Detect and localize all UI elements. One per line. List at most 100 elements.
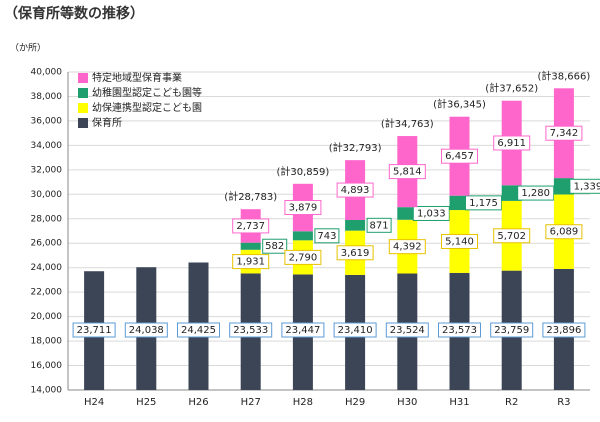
y-tick-label: 26,000 bbox=[31, 239, 63, 249]
x-tick-label: H30 bbox=[397, 397, 417, 408]
y-tick-label: 16,000 bbox=[31, 361, 63, 371]
value-label-box bbox=[569, 178, 600, 194]
value-label: 743 bbox=[317, 231, 336, 242]
value-label: 1,931 bbox=[236, 257, 265, 268]
y-tick-label: 14,000 bbox=[31, 386, 63, 396]
value-label-box bbox=[385, 322, 429, 338]
legend-swatch bbox=[78, 73, 88, 83]
chart-title: （保育所等数の推移） bbox=[4, 5, 144, 22]
y-tick-label: 36,000 bbox=[31, 116, 63, 126]
value-label: 23,524 bbox=[390, 325, 425, 336]
value-label-box bbox=[493, 135, 531, 151]
value-label-box bbox=[441, 233, 478, 249]
legend-swatch bbox=[78, 118, 88, 128]
value-label-box bbox=[336, 245, 374, 261]
y-tick-label: 30,000 bbox=[31, 190, 63, 200]
bar-segment bbox=[345, 219, 366, 231]
value-label-box bbox=[438, 322, 481, 338]
value-label-box bbox=[366, 217, 392, 233]
value-label: 23,533 bbox=[233, 325, 268, 336]
x-tick-label: H26 bbox=[188, 397, 208, 408]
x-tick-label: R2 bbox=[505, 397, 518, 408]
value-label: 2,790 bbox=[289, 252, 318, 263]
legend-swatch bbox=[78, 88, 88, 98]
value-label-box bbox=[284, 200, 322, 216]
legend-label: 保育所 bbox=[92, 116, 122, 129]
x-tick-label: R3 bbox=[557, 397, 570, 408]
bar-segment bbox=[240, 242, 261, 250]
value-label-box bbox=[72, 322, 116, 338]
value-label: 23,759 bbox=[494, 325, 529, 336]
value-label-box bbox=[490, 322, 534, 338]
x-tick-label: H25 bbox=[136, 397, 156, 408]
value-label-box bbox=[124, 322, 168, 338]
value-label-box bbox=[177, 322, 220, 338]
value-label: 871 bbox=[370, 220, 389, 231]
value-label: 6,089 bbox=[550, 227, 579, 238]
y-tick-label: 28,000 bbox=[31, 214, 63, 224]
value-label-box bbox=[281, 322, 325, 338]
x-tick-label: H27 bbox=[241, 397, 261, 408]
value-label-box bbox=[493, 228, 531, 244]
value-label-box bbox=[542, 322, 586, 338]
value-label-box bbox=[465, 195, 502, 211]
value-label-box bbox=[314, 228, 340, 244]
value-label: 23,896 bbox=[546, 325, 581, 336]
value-label: 1,339 bbox=[574, 181, 600, 192]
total-label: (計30,859) bbox=[277, 165, 330, 178]
value-label-box bbox=[388, 239, 426, 255]
total-label: (計38,666) bbox=[538, 69, 591, 82]
value-label-box bbox=[262, 238, 288, 254]
y-tick-label: 34,000 bbox=[31, 141, 63, 151]
value-label: 5,814 bbox=[393, 167, 422, 178]
value-label-box bbox=[545, 224, 583, 240]
value-label: 4,893 bbox=[341, 185, 370, 196]
value-label-box bbox=[545, 125, 583, 141]
y-tick-label: 22,000 bbox=[31, 288, 63, 298]
value-label: 23,447 bbox=[285, 325, 320, 336]
y-tick-label: 32,000 bbox=[31, 165, 63, 175]
bar-segment bbox=[501, 185, 522, 201]
x-tick-label: H31 bbox=[449, 397, 469, 408]
value-label: 1,175 bbox=[469, 198, 498, 209]
value-label-box bbox=[229, 322, 273, 338]
bar-segment bbox=[292, 231, 313, 241]
value-label-box bbox=[232, 254, 270, 270]
value-label-box bbox=[412, 205, 450, 221]
legend-label: 特定地域型保育事業 bbox=[92, 71, 182, 84]
y-tick-label: 20,000 bbox=[31, 312, 63, 322]
legend-label: 幼保連携型認定こども園 bbox=[92, 101, 202, 114]
value-label: 1,033 bbox=[417, 208, 446, 219]
value-label-box bbox=[333, 322, 377, 338]
total-label: (計34,763) bbox=[381, 117, 434, 130]
total-label: (計37,652) bbox=[485, 82, 538, 95]
value-label-box bbox=[517, 185, 555, 201]
value-label: 6,457 bbox=[445, 151, 474, 162]
value-label: 1,280 bbox=[521, 188, 550, 199]
total-label: (計28,783) bbox=[224, 190, 277, 203]
y-tick-label: 18,000 bbox=[31, 337, 63, 347]
value-label: 5,140 bbox=[445, 236, 474, 247]
y-tick-label: 24,000 bbox=[31, 263, 63, 273]
y-axis-unit: （か所） bbox=[10, 43, 46, 54]
value-label: 3,879 bbox=[289, 203, 318, 214]
value-label-box bbox=[284, 249, 322, 265]
value-label: 4,392 bbox=[393, 242, 422, 253]
total-label: (計32,793) bbox=[329, 141, 382, 154]
value-label: 582 bbox=[265, 241, 284, 252]
x-tick-label: H24 bbox=[84, 397, 104, 408]
value-label: 23,410 bbox=[338, 325, 373, 336]
value-label: 24,038 bbox=[129, 325, 164, 336]
bar-segment bbox=[449, 195, 470, 211]
bar-segment bbox=[397, 207, 418, 220]
y-tick-label: 40,000 bbox=[31, 68, 63, 78]
value-label: 24,425 bbox=[181, 325, 216, 336]
value-label: 23,573 bbox=[442, 325, 477, 336]
value-label-box bbox=[441, 148, 478, 164]
value-label: 23,711 bbox=[77, 325, 112, 336]
y-tick-label: 38,000 bbox=[31, 92, 63, 102]
bar-segment bbox=[553, 178, 574, 195]
value-label: 3,619 bbox=[341, 248, 370, 259]
value-label: 7,342 bbox=[550, 128, 579, 139]
